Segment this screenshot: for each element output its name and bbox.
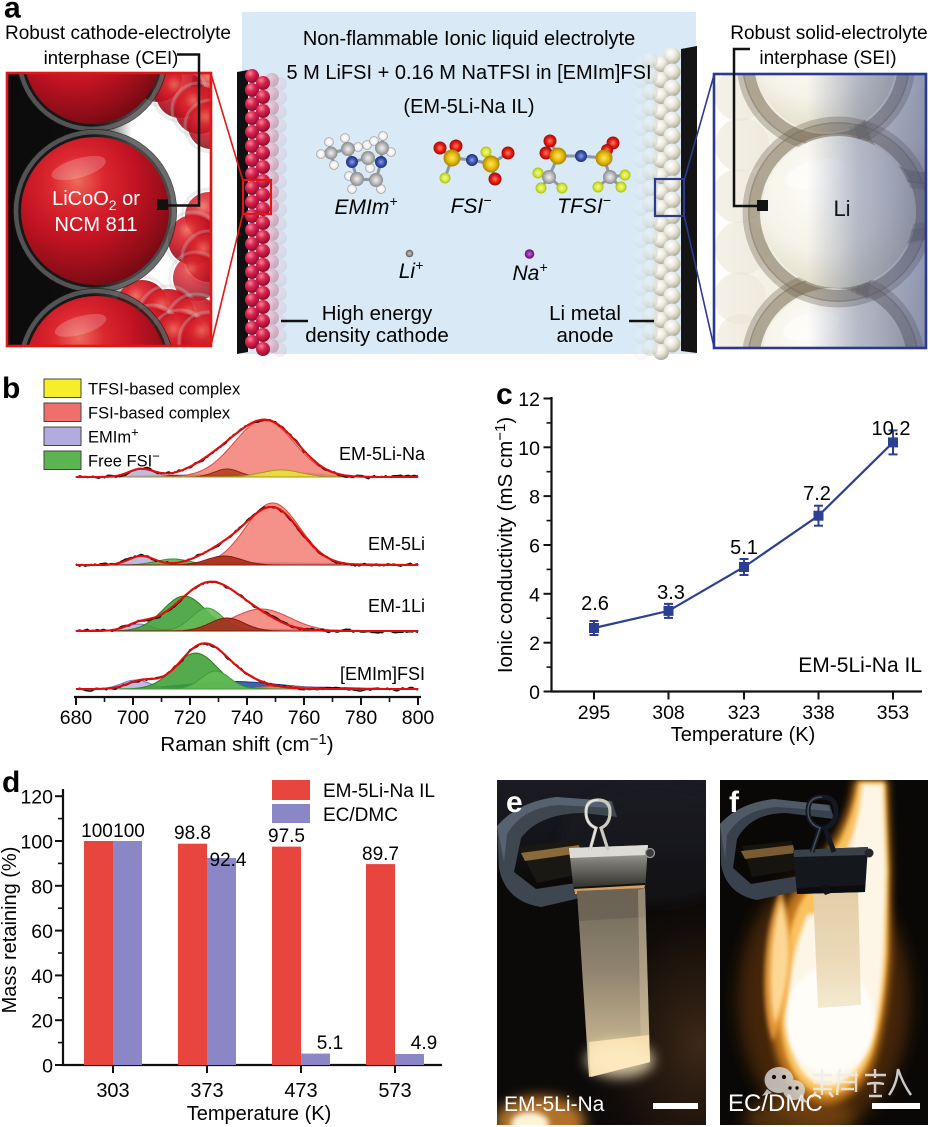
svg-text:353: 353 (877, 702, 910, 724)
svg-text:4: 4 (529, 584, 540, 606)
svg-text:interphase (CEI): interphase (CEI) (44, 47, 179, 68)
svg-text:0: 0 (42, 1056, 53, 1078)
svg-text:20: 20 (31, 1011, 53, 1033)
svg-text:b: b (2, 372, 20, 405)
svg-text:323: 323 (728, 702, 761, 724)
svg-text:0: 0 (529, 682, 540, 704)
svg-text:d: d (2, 768, 20, 799)
svg-text:EM-5Li-Na: EM-5Li-Na (339, 444, 426, 464)
svg-text:anode: anode (556, 324, 613, 347)
svg-text:Ionic conductivity (mS cm−1): Ionic conductivity (mS cm−1) (492, 417, 517, 673)
svg-text:High energy: High energy (322, 302, 433, 325)
svg-text:f: f (729, 786, 740, 819)
svg-text:FSI-based complex: FSI-based complex (88, 405, 231, 423)
svg-text:Temperature (K): Temperature (K) (671, 724, 816, 746)
svg-text:Li metal: Li metal (549, 302, 621, 325)
svg-text:5.1: 5.1 (317, 1033, 343, 1054)
svg-text:2: 2 (529, 633, 540, 655)
svg-text:373: 373 (190, 1080, 223, 1102)
svg-text:EM-5Li: EM-5Li (368, 534, 425, 554)
svg-text:800: 800 (402, 707, 435, 729)
svg-text:40: 40 (31, 966, 53, 988)
svg-text:92.4: 92.4 (210, 850, 247, 871)
svg-text:EMIm+: EMIm+ (334, 193, 397, 219)
svg-text:4.9: 4.9 (411, 1033, 437, 1054)
svg-text:[EMIm]FSI: [EMIm]FSI (340, 664, 425, 684)
svg-text:EC/DMC: EC/DMC (323, 805, 398, 826)
svg-text:5.1: 5.1 (730, 537, 758, 559)
svg-text:Robust solid-electrolyte: Robust solid-electrolyte (730, 23, 927, 44)
svg-text:120: 120 (20, 787, 53, 809)
svg-text:8: 8 (529, 487, 540, 509)
svg-text:Robust cathode-electrolyte: Robust cathode-electrolyte (5, 23, 231, 44)
svg-text:100: 100 (20, 832, 53, 854)
svg-text:Non-flammable Ionic liquid ele: Non-flammable Ionic liquid electrolyte (303, 28, 635, 50)
svg-text:680: 680 (60, 707, 93, 729)
svg-text:c: c (496, 378, 513, 411)
svg-text:Na+: Na+ (512, 259, 547, 285)
svg-text:303: 303 (96, 1080, 129, 1102)
svg-text:740: 740 (231, 707, 264, 729)
svg-text:760: 760 (288, 707, 321, 729)
svg-text:473: 473 (284, 1080, 317, 1102)
svg-text:89.7: 89.7 (362, 844, 399, 865)
svg-text:EM-1Li: EM-1Li (368, 596, 425, 616)
svg-text:295: 295 (578, 702, 611, 724)
svg-text:98.8: 98.8 (174, 823, 211, 844)
svg-text:7.2: 7.2 (803, 483, 831, 505)
svg-text:density cathode: density cathode (305, 324, 449, 347)
svg-text:Free FSI−: Free FSI− (88, 449, 160, 471)
svg-text:6: 6 (529, 536, 540, 558)
svg-text:700: 700 (117, 707, 150, 729)
svg-text:80: 80 (31, 876, 53, 898)
svg-text:EM-5Li-Na IL: EM-5Li-Na IL (798, 654, 922, 677)
svg-text:Raman shift (cm−1): Raman shift (cm−1) (160, 731, 333, 756)
svg-text:TFSI−: TFSI− (557, 192, 611, 218)
svg-text:Mass retaining (%): Mass retaining (%) (0, 847, 21, 1014)
svg-text:EM-5Li-Na IL: EM-5Li-Na IL (323, 781, 435, 802)
svg-text:LiCoO2 or: LiCoO2 or (52, 188, 140, 213)
svg-text:780: 780 (345, 707, 378, 729)
svg-text:100: 100 (113, 821, 145, 842)
svg-text:e: e (506, 786, 523, 819)
svg-text:100: 100 (81, 821, 113, 842)
svg-text:5 M LiFSI + 0.16 M NaTFSI in [: 5 M LiFSI + 0.16 M NaTFSI in [EMIm]FSI (286, 62, 651, 84)
svg-text:97.5: 97.5 (268, 826, 305, 847)
svg-text:3.3: 3.3 (657, 582, 685, 604)
svg-text:TFSI-based complex: TFSI-based complex (88, 381, 241, 399)
svg-text:interphase (SEI): interphase (SEI) (759, 48, 896, 69)
svg-text:EMIm+: EMIm+ (88, 425, 139, 447)
svg-text:308: 308 (652, 702, 685, 724)
svg-text:Temperature (K): Temperature (K) (187, 1103, 332, 1125)
svg-text:(EM-5Li-Na IL): (EM-5Li-Na IL) (403, 96, 534, 118)
svg-text:60: 60 (31, 921, 53, 943)
svg-text:a: a (4, 0, 21, 25)
svg-text:10.2: 10.2 (872, 418, 911, 440)
svg-text:NCM 811: NCM 811 (55, 214, 138, 236)
svg-text:EC/DMC: EC/DMC (728, 1090, 823, 1117)
svg-text:EM-5Li-Na: EM-5Li-Na (504, 1093, 605, 1116)
svg-text:10: 10 (518, 438, 540, 460)
svg-text:338: 338 (802, 702, 835, 724)
svg-text:2.6: 2.6 (581, 593, 609, 615)
svg-text:573: 573 (378, 1080, 411, 1102)
svg-text:720: 720 (174, 707, 207, 729)
svg-text:12: 12 (518, 389, 540, 411)
